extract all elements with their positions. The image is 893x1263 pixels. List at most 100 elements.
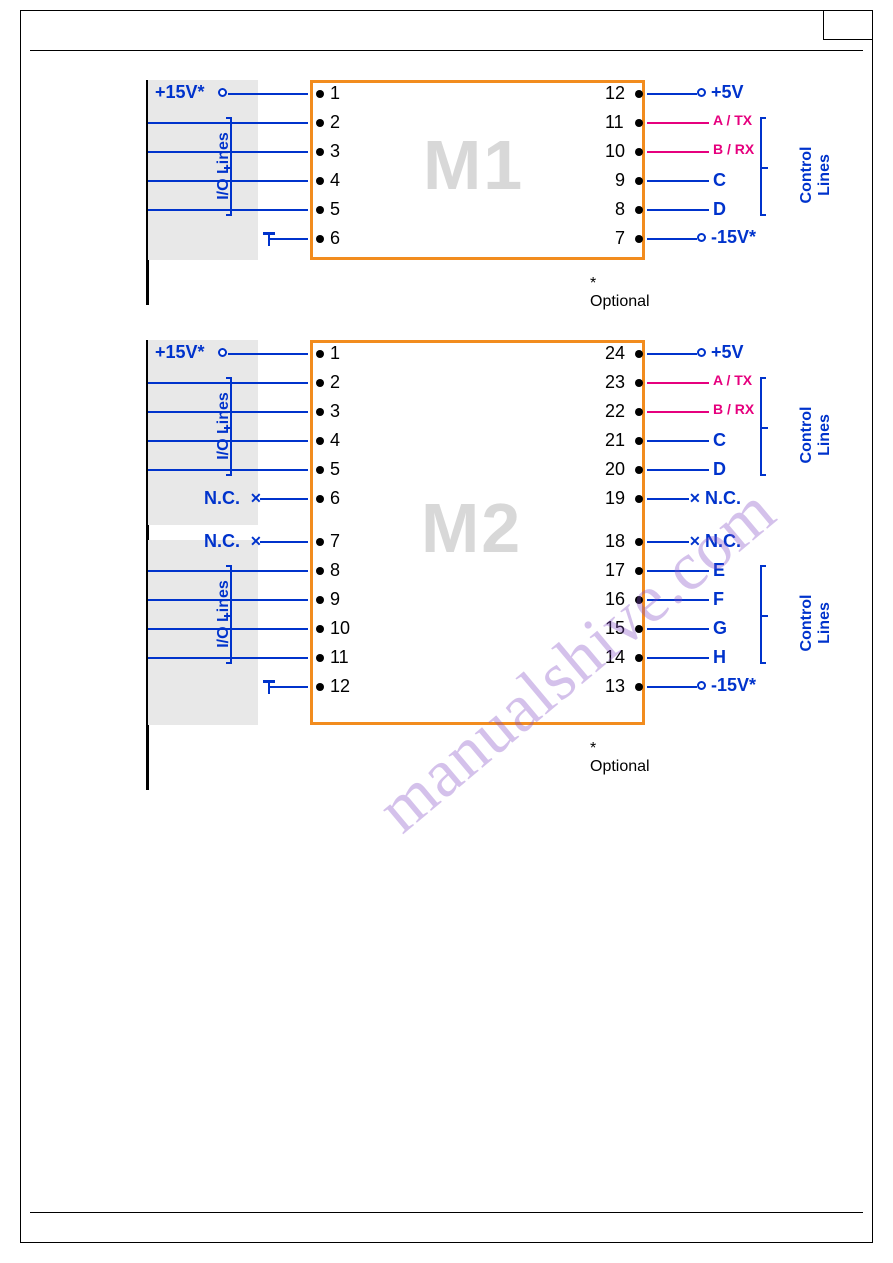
m2-pin-9-number: 9: [330, 589, 340, 610]
m1-pin-5-number: 5: [330, 199, 340, 220]
m1-pin-9-wire: [647, 180, 709, 182]
m1-pin-7-wire: [647, 238, 697, 240]
m2-pin-20-dot: [635, 466, 643, 474]
m2-pin-7-label: N.C.: [204, 531, 240, 552]
m2-pin-13-wire: [647, 686, 697, 688]
m1-pin-9-dot: [635, 177, 643, 185]
m2-pin-12-gnd: [268, 680, 270, 694]
m2-pin-7-number: 7: [330, 531, 340, 552]
m2-pin-20-wire: [647, 469, 709, 471]
m2-pin-12-number: 12: [330, 676, 350, 697]
m2-pin-11-dot: [316, 654, 324, 662]
m2-pin-23-dot: [635, 379, 643, 387]
m1-pin-11-wire: [647, 122, 709, 124]
m2-pin-22-label: B / RX: [713, 401, 754, 417]
m1-pin-1-dot: [316, 90, 324, 98]
m2-pin-13-terminal: [697, 681, 706, 690]
m2-pin-3-dot: [316, 408, 324, 416]
m2-pin-1-label: +15V*: [155, 342, 205, 363]
m2-pin-12-dot: [316, 683, 324, 691]
m2-pin-9-dot: [316, 596, 324, 604]
m1-pin-11-dot: [635, 119, 643, 127]
m2-pin-24-wire: [647, 353, 697, 355]
m1-pin-7-label: -15V*: [711, 227, 756, 248]
m2-left-panel-1: [148, 340, 258, 525]
m1-pin-1-label: +15V*: [155, 82, 205, 103]
m2-chip: M2: [310, 340, 645, 725]
m1-pin-7-terminal: [697, 233, 706, 242]
m2-pin-19-label: N.C.: [705, 488, 741, 509]
m2-pin-8-number: 8: [330, 560, 340, 581]
m2-pin-16-dot: [635, 596, 643, 604]
footer-rule: [30, 1212, 863, 1213]
m2-pin-10-dot: [316, 625, 324, 633]
m2-pin-6-label: N.C.: [204, 488, 240, 509]
m2-pin-16-wire: [647, 599, 709, 601]
m2-pin-19-dot: [635, 495, 643, 503]
m2-pin-18-wire: [647, 541, 689, 543]
m2-pin-6-dot: [316, 495, 324, 503]
m2-pin-19-wire: [647, 498, 689, 500]
m1-pin-9-label: C: [713, 170, 726, 191]
m2-pin-13-label: -15V*: [711, 675, 756, 696]
m1-chip: M1: [310, 80, 645, 260]
m1-pin-6-wire: [268, 238, 308, 240]
m2-pin-15-label: G: [713, 618, 727, 639]
m2-pin-15-wire: [647, 628, 709, 630]
m2-pin-4-dot: [316, 437, 324, 445]
m2-pin-2-number: 2: [330, 372, 340, 393]
m2-pin-5-dot: [316, 466, 324, 474]
m2-pin-21-label: C: [713, 430, 726, 451]
m2-pin-15-dot: [635, 625, 643, 633]
m1-chip-label: M1: [423, 125, 524, 205]
m1-pin-12-terminal: [697, 88, 706, 97]
m1-pin-12-wire: [647, 93, 697, 95]
m2-bracket-ctrl-a-label: Control Lines: [798, 385, 834, 485]
m2-pin-5-number: 5: [330, 459, 340, 480]
m1-pin-8-label: D: [713, 199, 726, 220]
m1-pin-10-wire: [647, 151, 709, 153]
m1-pin-2-dot: [316, 119, 324, 127]
m2-chip-label: M2: [421, 488, 522, 568]
m2-pin-11-number: 11: [330, 647, 349, 668]
m1-pin-12-dot: [635, 90, 643, 98]
m2-pin-23-wire: [647, 382, 709, 384]
m2-pin-7-wire: [260, 541, 308, 543]
m1-pin-5-dot: [316, 206, 324, 214]
m1-bracket-ctrl-label: Control Lines: [798, 125, 834, 225]
m2-bracket-io-b-label: I/O Lines: [215, 564, 233, 664]
m2-pin-18-nc-x: ✕: [689, 533, 701, 550]
m2-pin-14-dot: [635, 654, 643, 662]
m1-pin-10-dot: [635, 148, 643, 156]
m2-pin-21-wire: [647, 440, 709, 442]
m1-pin-6-gnd: [268, 232, 270, 246]
m2-pin-6-wire: [260, 498, 308, 500]
m2-bracket-ctrl-b-label: Control Lines: [798, 573, 834, 673]
m2-pin-17-wire: [647, 570, 709, 572]
m1-pin-6-number: 6: [330, 228, 340, 249]
m2-pin-1-wire: [228, 353, 308, 355]
m1-pin-11-label: A / TX: [713, 112, 752, 128]
m1-bracket-io-label: I/O Lines: [215, 116, 233, 216]
m1-pin-7-dot: [635, 235, 643, 243]
m1-pin-10-label: B / RX: [713, 141, 754, 157]
m2-pin-22-wire: [647, 411, 709, 413]
m1-pin-8-dot: [635, 206, 643, 214]
m1-pin-3-number: 3: [330, 141, 340, 162]
m2-pin-23-label: A / TX: [713, 372, 752, 388]
m2-pin-14-label: H: [713, 647, 726, 668]
m1-pin-3-dot: [316, 148, 324, 156]
m2-pin-12-wire: [268, 686, 308, 688]
m2-pin-1-terminal: [218, 348, 227, 357]
page-number-box: [823, 10, 873, 40]
m1-pin-4-number: 4: [330, 170, 340, 191]
m2-pin-3-number: 3: [330, 401, 340, 422]
m2-pin-10-number: 10: [330, 618, 350, 639]
m2-pin-17-dot: [635, 567, 643, 575]
m2-pin-20-label: D: [713, 459, 726, 480]
m2-left-panel-2: [148, 540, 258, 725]
header-rule: [30, 50, 863, 51]
m2-pin-24-terminal: [697, 348, 706, 357]
m2-pin-7-nc-x: ✕: [250, 533, 262, 550]
m2-pin-17-label: E: [713, 560, 725, 581]
